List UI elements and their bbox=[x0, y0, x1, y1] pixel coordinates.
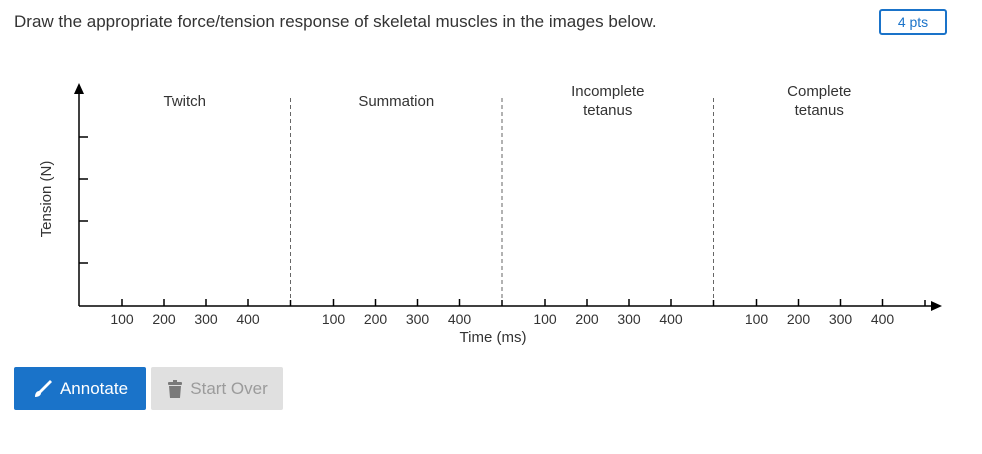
annotate-button[interactable]: Annotate bbox=[14, 367, 146, 410]
x-tick-label: 200 bbox=[575, 311, 599, 327]
panel-title: Summation bbox=[358, 93, 434, 110]
points-badge: 4 pts bbox=[879, 9, 947, 35]
x-tick-label: 400 bbox=[448, 311, 472, 327]
question-text: Draw the appropriate force/tension respo… bbox=[14, 12, 657, 31]
x-axis-label: Time (ms) bbox=[460, 329, 527, 346]
y-axis-arrow bbox=[74, 83, 84, 94]
x-tick-label: 300 bbox=[406, 311, 430, 327]
x-tick-label: 100 bbox=[110, 311, 134, 327]
annotate-label: Annotate bbox=[59, 378, 129, 398]
x-tick-label: 100 bbox=[533, 311, 557, 327]
y-axis-label: Tension (N) bbox=[38, 161, 55, 238]
x-tick-label: 100 bbox=[322, 311, 346, 327]
x-tick-label: 300 bbox=[617, 311, 641, 327]
x-tick-label: 400 bbox=[236, 311, 260, 327]
panel-title: Incomplete tetanus bbox=[571, 83, 644, 119]
pencil-icon bbox=[32, 378, 54, 400]
x-tick-label: 200 bbox=[787, 311, 811, 327]
x-tick-label: 200 bbox=[152, 311, 176, 327]
x-tick-label: 300 bbox=[194, 311, 218, 327]
x-tick-label: 400 bbox=[659, 311, 683, 327]
panel-title: Complete tetanus bbox=[787, 83, 851, 119]
y-ticks bbox=[79, 136, 88, 264]
x-tick-label: 200 bbox=[364, 311, 388, 327]
panels: Twitch 100 200 300 400 Summation 100 200 300 400 I… bbox=[110, 83, 926, 327]
x-axis-arrow bbox=[931, 301, 942, 311]
x-tick-label: 400 bbox=[871, 311, 895, 327]
chart-axes bbox=[74, 83, 942, 311]
tension-chart[interactable]: Tension (N) Time (ms) Twitch 100 200 300 400… bbox=[0, 0, 982, 360]
trash-icon bbox=[166, 379, 184, 399]
start-over-label: Start Over bbox=[190, 378, 268, 398]
x-tick-label: 300 bbox=[829, 311, 853, 327]
panel-title: Twitch bbox=[163, 93, 206, 110]
start-over-button[interactable]: Start Over bbox=[151, 367, 283, 410]
x-tick-label: 100 bbox=[745, 311, 769, 327]
